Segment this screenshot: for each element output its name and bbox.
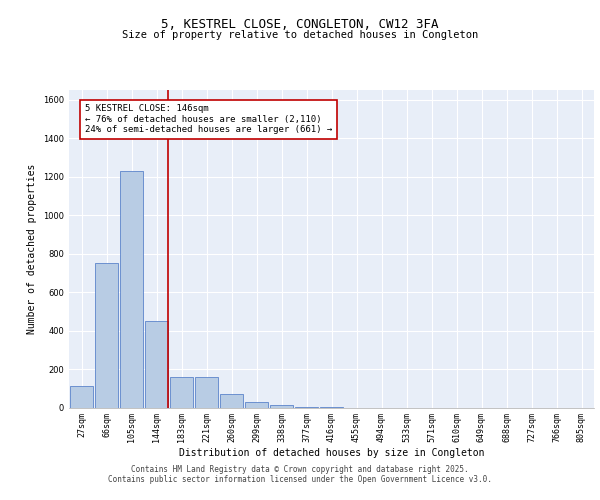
Bar bbox=[295, 406, 318, 408]
Text: 5, KESTREL CLOSE, CONGLETON, CW12 3FA: 5, KESTREL CLOSE, CONGLETON, CW12 3FA bbox=[161, 18, 439, 30]
X-axis label: Distribution of detached houses by size in Congleton: Distribution of detached houses by size … bbox=[179, 448, 484, 458]
Bar bbox=[220, 394, 243, 407]
Y-axis label: Number of detached properties: Number of detached properties bbox=[28, 164, 37, 334]
Bar bbox=[70, 386, 93, 407]
Bar bbox=[270, 404, 293, 407]
Bar bbox=[120, 171, 143, 408]
Text: Contains HM Land Registry data © Crown copyright and database right 2025.: Contains HM Land Registry data © Crown c… bbox=[131, 466, 469, 474]
Bar bbox=[195, 376, 218, 408]
Text: Contains public sector information licensed under the Open Government Licence v3: Contains public sector information licen… bbox=[108, 476, 492, 484]
Text: Size of property relative to detached houses in Congleton: Size of property relative to detached ho… bbox=[122, 30, 478, 40]
Bar bbox=[145, 321, 168, 408]
Bar bbox=[170, 376, 193, 408]
Bar bbox=[245, 402, 268, 407]
Text: 5 KESTREL CLOSE: 146sqm
← 76% of detached houses are smaller (2,110)
24% of semi: 5 KESTREL CLOSE: 146sqm ← 76% of detache… bbox=[85, 104, 332, 134]
Bar bbox=[95, 263, 118, 408]
